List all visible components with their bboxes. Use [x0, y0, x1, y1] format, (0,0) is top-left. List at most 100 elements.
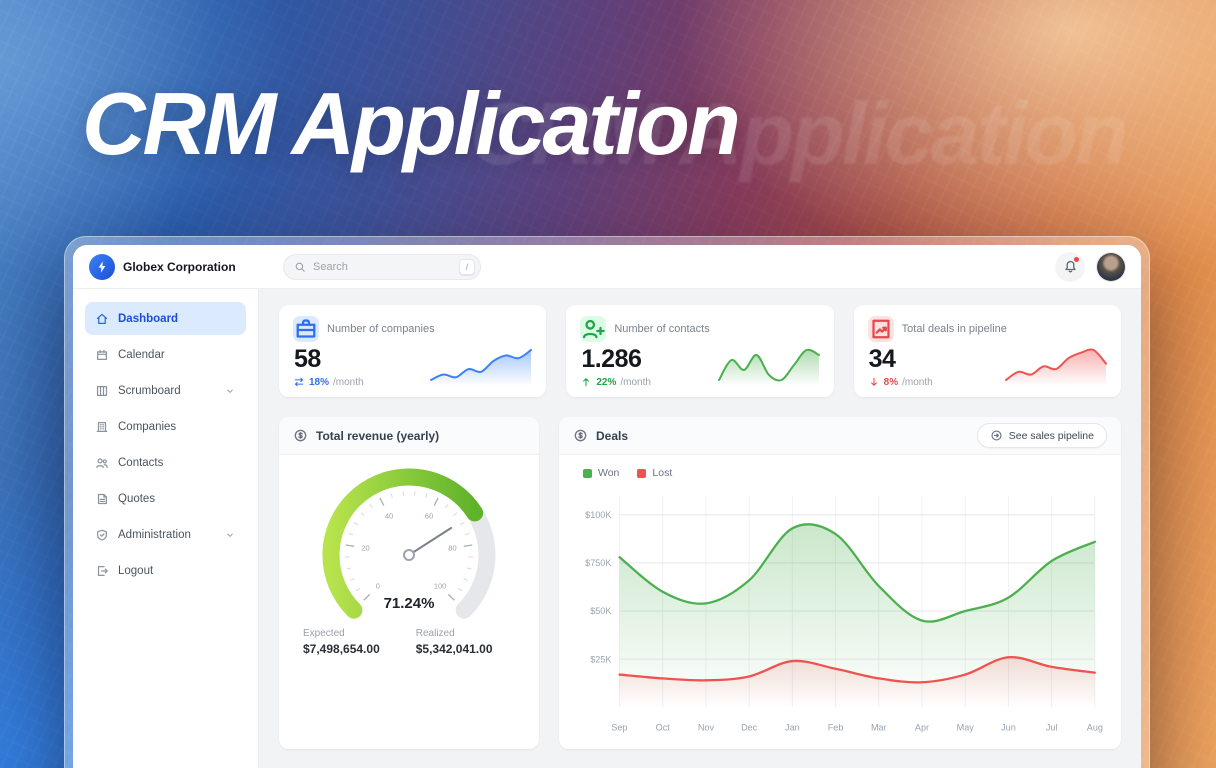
sidebar-item-label: Calendar [118, 348, 165, 361]
hero-title: CRM Application [82, 74, 741, 173]
contacts-icon [95, 456, 109, 470]
stat-top: Total deals in pipeline [867, 316, 1107, 342]
legend-swatch [583, 468, 592, 478]
app-body: Dashboard Calendar Scrumboard Companies … [73, 289, 1141, 768]
see-sales-pipeline-label: See sales pipeline [1008, 429, 1094, 442]
stat-change: 8% /month [868, 376, 1107, 388]
circle-arrow-icon [990, 429, 1003, 442]
revenue-card-header: Total revenue (yearly) [279, 417, 539, 455]
svg-text:Jun: Jun [1001, 722, 1016, 732]
sidebar-item-companies[interactable]: Companies [85, 410, 246, 443]
expected-value: $7,498,654.00 [303, 642, 380, 656]
stat-label: Number of contacts [614, 323, 710, 335]
stat-change: 22% /month [580, 376, 819, 388]
user-avatar[interactable] [1097, 252, 1125, 281]
revenue-card-body: 0 20 40 60 80 100 71.24% Expected $7,498,654.… [279, 455, 539, 749]
sidebar-item-calendar[interactable]: Calendar [85, 338, 246, 371]
svg-text:80: 80 [448, 544, 456, 553]
svg-text:40: 40 [385, 511, 393, 520]
stat-top: Number of companies [293, 316, 532, 342]
deals-card-header: Deals See sales pipeline [559, 417, 1121, 455]
sidebar-item-label: Contacts [118, 456, 164, 469]
sidebar-item-label: Logout [118, 564, 154, 577]
svg-text:0: 0 [376, 582, 380, 591]
legend-label: Won [598, 467, 620, 479]
stat-value: 1.286 [581, 345, 642, 373]
expected-block: Expected $7,498,654.00 [303, 628, 380, 656]
svg-text:Apr: Apr [915, 722, 929, 732]
admin-icon [95, 528, 109, 542]
svg-text:Dec: Dec [741, 722, 758, 732]
legend-item-won[interactable]: Won [583, 467, 619, 479]
svg-text:Jan: Jan [785, 722, 800, 732]
sidebar: Dashboard Calendar Scrumboard Companies … [73, 289, 259, 768]
deals-chart: $100K $750K $50K $25K Sep Oct Nov Dec Jan Feb… [585, 495, 1103, 732]
logout-icon [95, 564, 109, 578]
arrow-up-icon [580, 376, 592, 388]
swap-arrows-icon [293, 376, 305, 388]
svg-text:Sep: Sep [611, 722, 627, 732]
hero-title-ghost: CRM Application [470, 84, 1129, 183]
app-header: Globex Corporation / [73, 245, 1141, 289]
revenue-gauge-chart: 0 20 40 60 80 100 [322, 468, 496, 619]
sidebar-item-administration[interactable]: Administration [85, 518, 246, 551]
sidebar-item-logout[interactable]: Logout [85, 554, 246, 587]
stat-top: Number of contacts [580, 316, 819, 342]
contacts-stat-icon [580, 316, 607, 342]
legend-label: Lost [652, 467, 673, 479]
quotes-icon [95, 492, 109, 506]
search-box[interactable]: / [283, 253, 481, 280]
stat-label: Number of companies [327, 323, 435, 335]
chevron-down-icon [224, 385, 236, 397]
sidebar-item-scrumboard[interactable]: Scrumboard [85, 374, 246, 407]
notifications-button[interactable] [1055, 251, 1085, 282]
companies-icon [293, 316, 319, 342]
svg-text:Aug: Aug [1087, 722, 1103, 732]
arrow-down-icon [868, 376, 880, 388]
stat-card-2: Total deals in pipeline 34 8% /month [853, 305, 1121, 397]
stat-change-suffix: /month [333, 376, 364, 388]
sidebar-item-dashboard[interactable]: Dashboard [85, 302, 246, 335]
stat-change-percent: 18% [309, 376, 330, 388]
svg-text:May: May [957, 722, 975, 732]
stat-label: Total deals in pipeline [901, 323, 1007, 335]
building-icon [95, 420, 109, 434]
stat-change-suffix: /month [620, 376, 651, 388]
sidebar-item-label: Dashboard [118, 312, 179, 325]
see-sales-pipeline-button[interactable]: See sales pipeline [976, 423, 1107, 448]
home-icon [95, 312, 109, 326]
realized-value: $5,342,041.00 [415, 642, 493, 656]
deals-card-title: Deals [596, 428, 629, 443]
calendar-icon [95, 348, 109, 362]
expected-label: Expected [303, 628, 345, 639]
sidebar-item-label: Administration [118, 528, 191, 541]
brand: Globex Corporation [89, 253, 257, 280]
realized-label: Realized [415, 628, 455, 639]
svg-text:$25K: $25K [590, 654, 612, 664]
sidebar-item-label: Scrumboard [118, 384, 181, 397]
stat-value: 58 [294, 345, 321, 373]
chevron-down-icon [224, 529, 236, 541]
search-shortcut-key: / [459, 258, 475, 275]
stat-card-0: Number of companies 58 18% /month [279, 305, 547, 397]
gauge-value: 71.24% [383, 595, 435, 612]
deals-card: Deals See sales pipeline Won Lost [559, 417, 1121, 749]
sidebar-item-contacts[interactable]: Contacts [85, 446, 246, 479]
chart-legend: Won Lost [573, 463, 1107, 483]
company-name: Globex Corporation [123, 259, 236, 274]
legend-swatch [637, 468, 647, 478]
app-window: Globex Corporation / Dashboa [64, 236, 1150, 768]
stat-sparkline [717, 348, 820, 386]
svg-text:Feb: Feb [828, 722, 844, 732]
legend-item-lost[interactable]: Lost [637, 467, 672, 479]
search-input[interactable] [313, 260, 452, 273]
svg-text:Mar: Mar [871, 722, 887, 732]
logo [89, 253, 115, 280]
revenue-summary: Expected $7,498,654.00 Realized $5,342,0… [279, 628, 539, 656]
deals-card-body: Won Lost $100K $750K $50K $25K Sep Oct Nov… [559, 455, 1121, 749]
sidebar-item-quotes[interactable]: Quotes [85, 482, 246, 515]
revenue-card-title: Total revenue (yearly) [316, 428, 440, 443]
header-actions [1055, 251, 1125, 282]
svg-text:Oct: Oct [656, 722, 671, 732]
